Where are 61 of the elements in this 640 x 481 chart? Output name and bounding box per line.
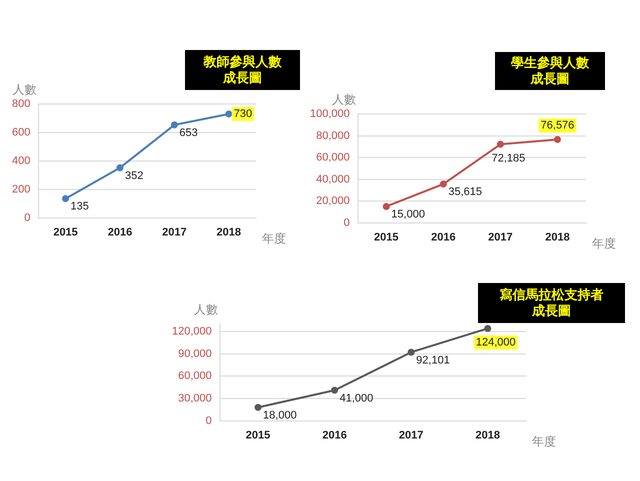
data-label: 35,615	[448, 186, 482, 198]
point	[331, 386, 338, 394]
x-axis-title: 年度	[532, 434, 556, 448]
y-tick-label: 600	[12, 126, 30, 138]
data-label: 18,000	[263, 409, 297, 422]
data-label: 124,000	[476, 336, 516, 348]
x-tick-label: 2016	[431, 231, 456, 244]
x-tick-label: 2018	[216, 226, 242, 238]
point	[225, 110, 232, 118]
chart-title: 學生參與人數成長圖	[511, 55, 589, 87]
y-tick-label: 40,000	[316, 173, 350, 186]
x-axis-title: 年度	[592, 236, 616, 250]
x-tick-label: 2016	[322, 429, 347, 442]
data-label: 653	[179, 126, 198, 139]
data-label: 15,000	[391, 208, 425, 221]
x-tick-label: 2015	[374, 231, 399, 244]
data-label: 41,000	[340, 392, 374, 404]
y-tick-label: 800	[12, 98, 30, 110]
y-tick-label: 60,000	[316, 152, 350, 164]
data-label: 135	[70, 200, 89, 213]
y-tick-label: 400	[12, 154, 30, 167]
x-tick-label: 2018	[475, 429, 500, 442]
point	[554, 136, 561, 143]
y-tick-label: 90,000	[178, 348, 212, 360]
y-axis-title: 人數	[194, 302, 218, 316]
point	[62, 195, 70, 202]
point	[440, 180, 447, 188]
point	[116, 164, 124, 172]
chart-title: 教師參與人數成長圖	[204, 54, 282, 86]
y-tick-label: 80,000	[316, 130, 350, 142]
x-tick-label: 2016	[108, 226, 132, 238]
x-tick-label: 2017	[398, 429, 424, 442]
chart-title: 寫信馬拉松支持者成長圖	[500, 287, 604, 319]
point	[170, 121, 178, 128]
y-tick-label: 200	[12, 183, 30, 196]
data-label: 92,101	[416, 354, 450, 366]
y-tick-label: 0	[24, 212, 30, 224]
y-tick-label: 30,000	[178, 392, 212, 404]
y-tick-label: 20,000	[316, 195, 350, 208]
point	[254, 404, 262, 411]
point	[382, 202, 390, 210]
x-tick-label: 2015	[246, 429, 270, 442]
point	[496, 140, 504, 148]
x-tick-label: 2017	[488, 231, 513, 244]
y-tick-label: 120,000	[172, 325, 212, 338]
x-tick-label: 2017	[162, 226, 187, 238]
data-label: 352	[124, 170, 144, 182]
y-tick-label: 0	[206, 414, 212, 427]
y-tick-label: 60,000	[178, 370, 212, 382]
data-label: 76,576	[540, 120, 574, 132]
y-tick-label: 0	[344, 216, 350, 229]
x-tick-label: 2015	[53, 226, 78, 238]
x-tick-label: 2018	[545, 231, 570, 244]
y-axis-title: 人數	[12, 82, 36, 96]
data-label: 730	[234, 108, 252, 120]
data-label: 72,185	[492, 152, 526, 164]
y-axis-title: 人數	[332, 92, 356, 106]
point	[408, 348, 415, 356]
x-axis-title: 年度	[262, 231, 286, 246]
point	[484, 324, 492, 332]
y-tick-label: 100,000	[310, 108, 350, 120]
